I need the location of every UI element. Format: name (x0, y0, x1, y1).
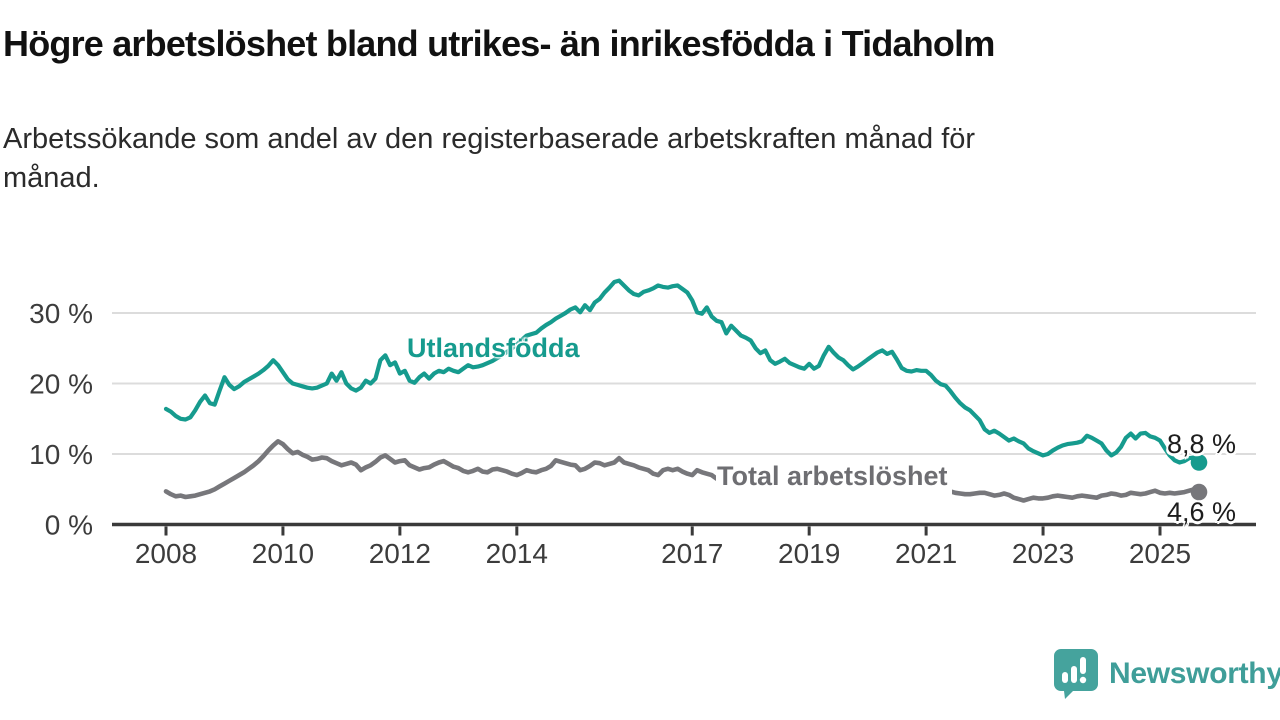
x-tick-label: 2014 (486, 538, 548, 569)
page-title: Högre arbetslöshet bland utrikes- än inr… (3, 23, 995, 64)
x-tick-label: 2019 (778, 538, 840, 569)
x-tick-label: 2023 (1012, 538, 1074, 569)
series-line-1 (163, 438, 1202, 503)
y-tick-label: 30 % (29, 298, 93, 329)
subtitle-line-1: Arbetssökande som andel av den registerb… (3, 123, 976, 155)
y-tick-label: 0 % (45, 510, 93, 541)
x-tick-label: 2008 (135, 538, 197, 569)
x-tick-label: 2010 (252, 538, 314, 569)
end-value-utlandsfodda: 8,8 % (1167, 429, 1237, 459)
series-label-total-arbetsloshet: Total arbetslöshet (716, 460, 952, 500)
newsworthy-logo: Newsworthy (1053, 648, 1280, 700)
subtitle-line-2: månad. (3, 162, 100, 194)
y-tick-label: 20 % (29, 369, 93, 400)
chart-subtitle: Arbetssökande som andel av den registerb… (3, 120, 1213, 198)
y-tick-label: 10 % (29, 439, 93, 470)
end-value-total: 4,6 % (1167, 497, 1237, 527)
newsworthy-bubble-chart-icon (1054, 649, 1098, 699)
x-tick-label: 2012 (369, 538, 431, 569)
x-tick-label: 2021 (895, 538, 957, 569)
newsworthy-logo-text: Newsworthy (1109, 657, 1280, 690)
series-line-0 (163, 278, 1202, 465)
x-tick-label: 2025 (1129, 538, 1191, 569)
series-end-dot-0 (1190, 454, 1208, 471)
series-label-utlandsfodda: Utlandsfödda (407, 333, 580, 363)
x-tick-label: 2017 (661, 538, 723, 569)
series-end-dot-1 (1190, 483, 1208, 501)
